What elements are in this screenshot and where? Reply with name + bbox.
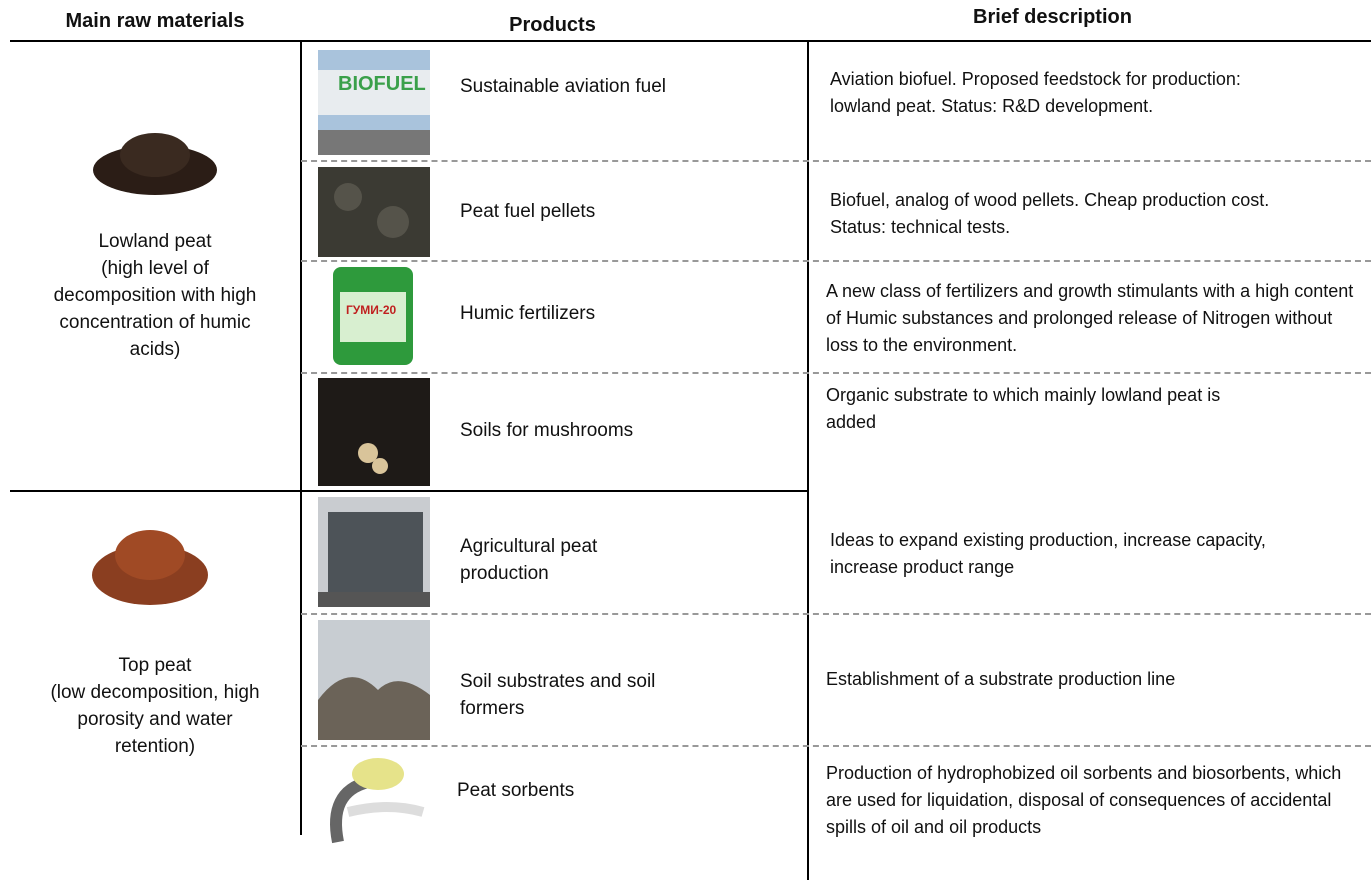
description: A new class of fertilizers and growth st… bbox=[826, 281, 1354, 355]
material-note: (low decomposition, high porosity and wa… bbox=[50, 682, 260, 757]
description: Organic substrate to which mainly lowlan… bbox=[826, 385, 1221, 432]
product-name: Sustainable aviation fuel bbox=[460, 76, 666, 97]
material-name: Top peat bbox=[118, 655, 192, 676]
product-image bbox=[318, 497, 430, 607]
description: Aviation biofuel. Proposed feedstock for… bbox=[830, 69, 1241, 116]
description: Ideas to expand existing production, inc… bbox=[830, 530, 1266, 577]
lowland-peat-image bbox=[93, 133, 217, 195]
header-materials: Main raw materials bbox=[65, 10, 245, 32]
product-name: Peat sorbents bbox=[457, 780, 575, 801]
row-rule bbox=[301, 260, 1371, 262]
product-name: Humic fertilizers bbox=[460, 303, 596, 324]
product-name: Peat fuel pellets bbox=[460, 201, 596, 222]
product-name: Agricultural peat production bbox=[460, 536, 598, 584]
row-rule bbox=[301, 745, 1371, 747]
description: Production of hydrophobized oil sorbents… bbox=[826, 763, 1342, 837]
row-rule bbox=[301, 372, 1371, 374]
header-description: Brief description bbox=[973, 6, 1132, 28]
product-name: Soil substrates and soil formers bbox=[460, 671, 656, 719]
product-image bbox=[330, 758, 425, 844]
svg-text:BIOFUEL: BIOFUEL bbox=[338, 73, 426, 95]
column-divider bbox=[807, 40, 809, 880]
row-rule bbox=[301, 160, 1371, 162]
header-rule bbox=[10, 40, 1371, 42]
product-image bbox=[318, 378, 430, 486]
product-image bbox=[318, 620, 430, 740]
description: Biofuel, analog of wood pellets. Cheap p… bbox=[830, 190, 1270, 237]
column-divider bbox=[300, 40, 302, 835]
top-peat-image bbox=[92, 530, 208, 605]
material-note: (high level of decomposition with high c… bbox=[53, 258, 257, 360]
product-image: BIOFUEL bbox=[318, 50, 430, 155]
svg-text:ГУМИ-20: ГУМИ-20 bbox=[346, 303, 397, 317]
description: Establishment of a substrate production … bbox=[826, 669, 1176, 689]
product-image bbox=[318, 167, 430, 257]
group-rule bbox=[10, 490, 808, 492]
product-name: Soils for mushrooms bbox=[460, 420, 634, 441]
product-image: ГУМИ-20 bbox=[333, 267, 413, 365]
material-name: Lowland peat bbox=[98, 231, 212, 252]
row-rule bbox=[301, 613, 1371, 615]
header-products: Products bbox=[509, 14, 596, 36]
